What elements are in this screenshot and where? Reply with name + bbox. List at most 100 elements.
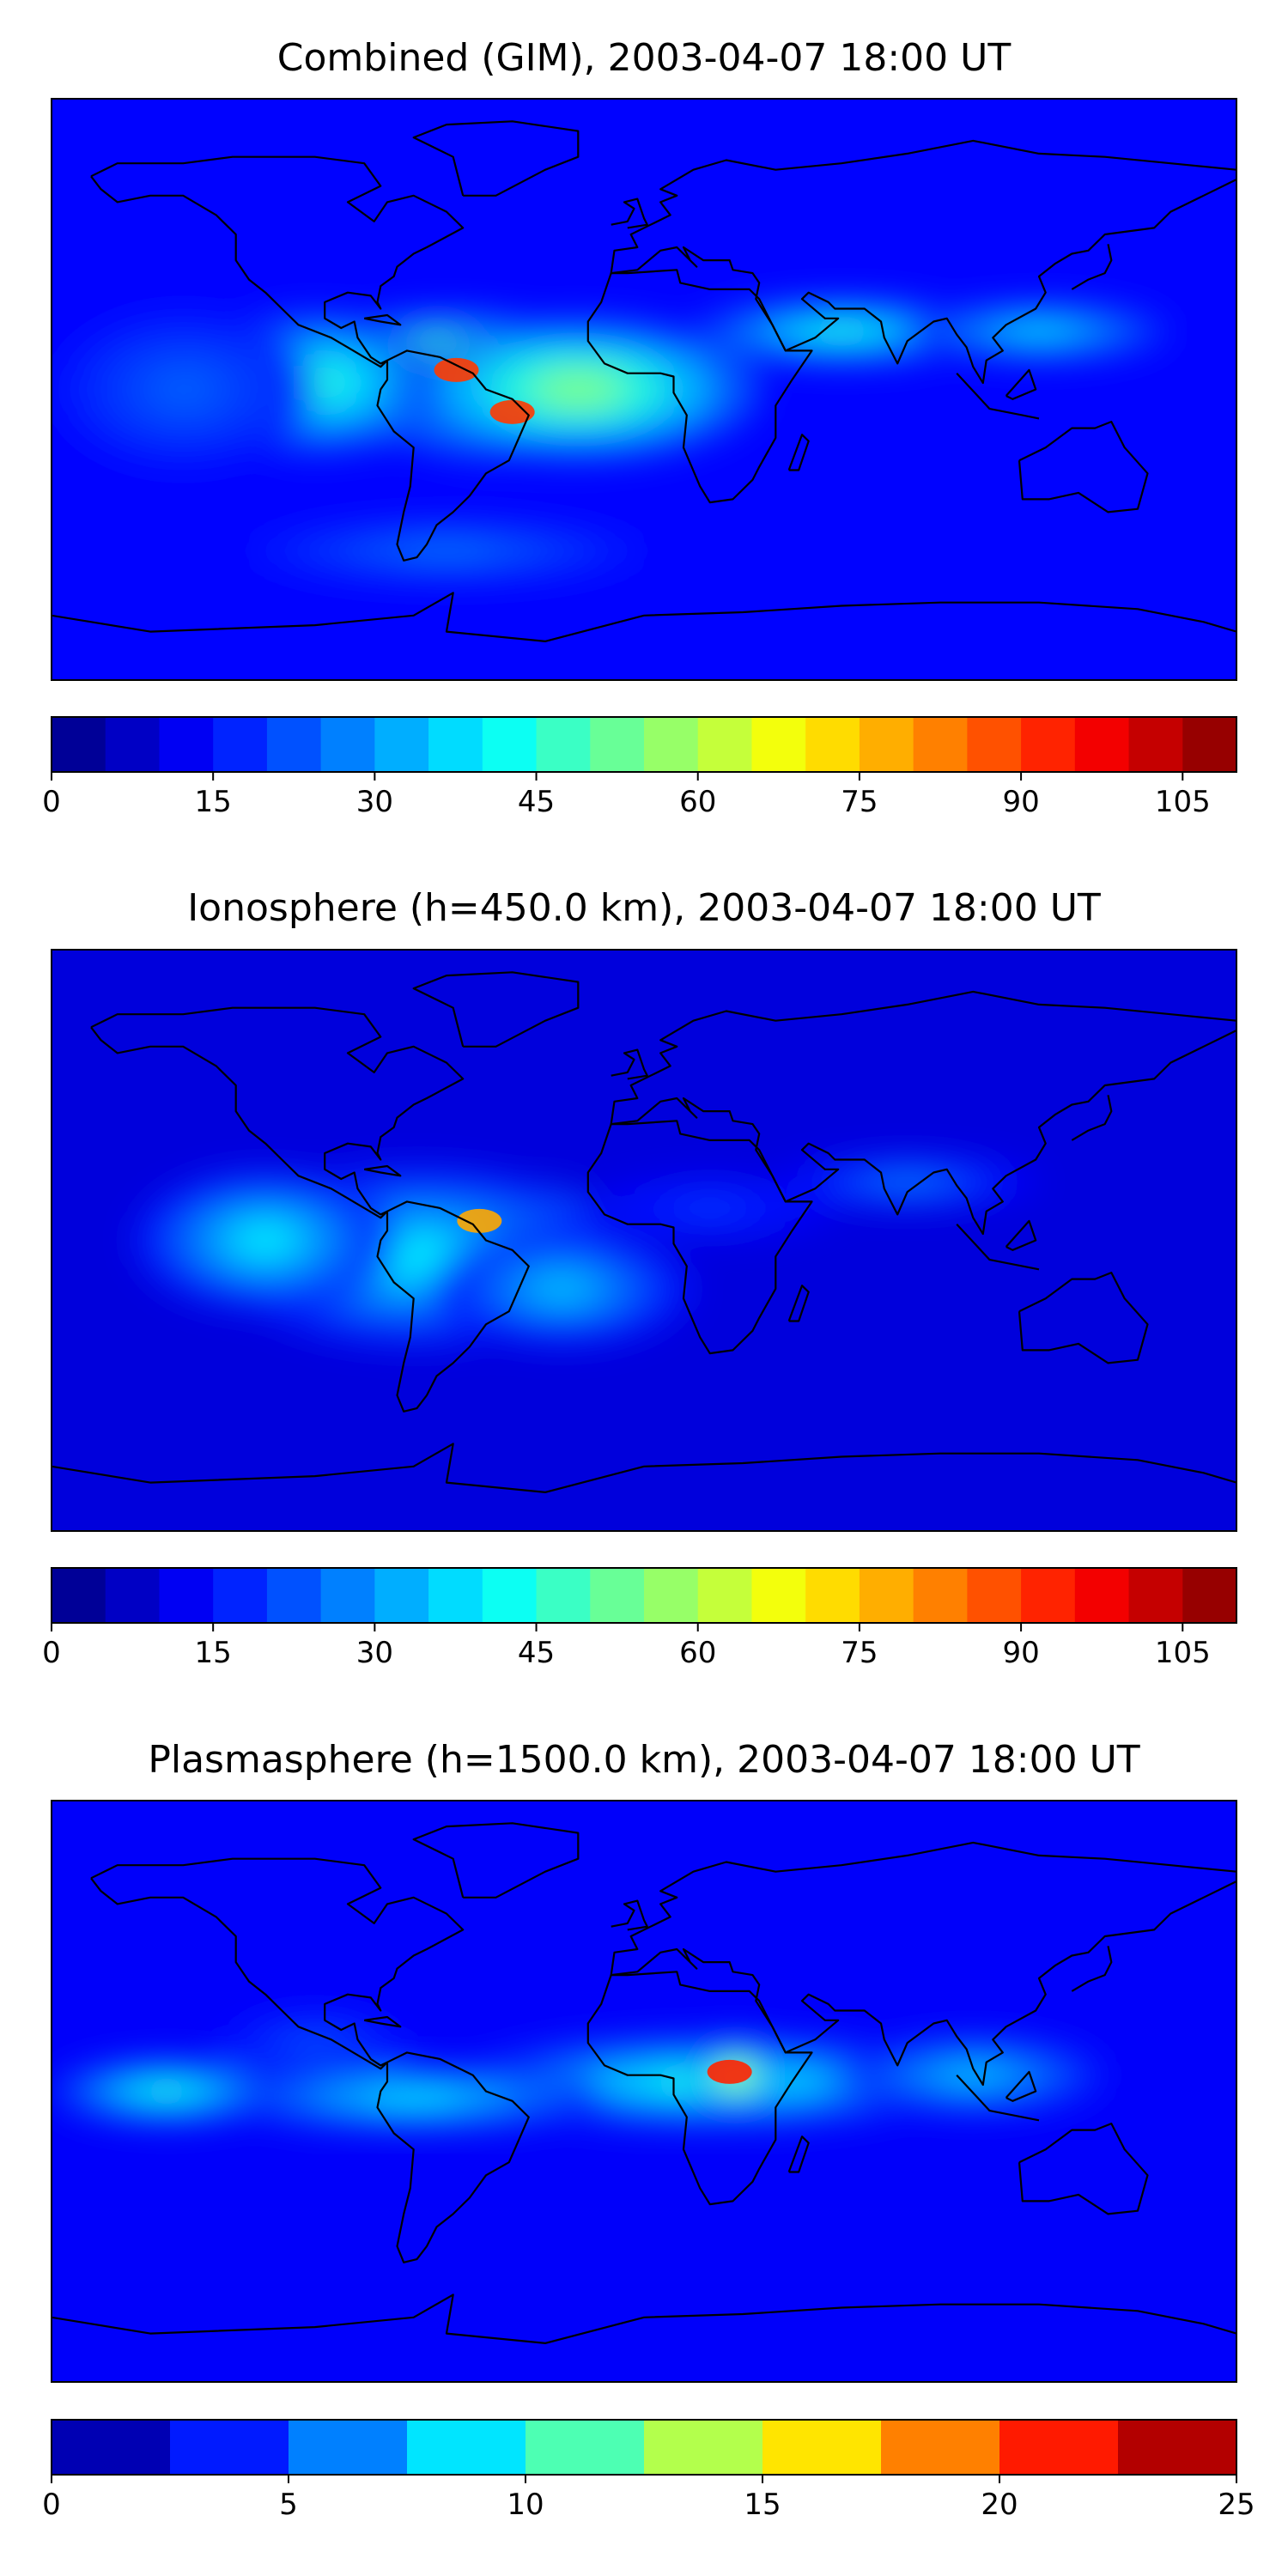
- colorbar-segment: [526, 2420, 645, 2475]
- colorbar-tick-label: 105: [1155, 1636, 1211, 1670]
- colorbar-tick-label: 10: [507, 2488, 544, 2522]
- field-blob: [289, 2034, 340, 2051]
- panel-plasmasphere: Plasmasphere (h=1500.0 km), 2003-04-07 1…: [42, 1738, 1255, 2522]
- colorbar-segment: [913, 717, 968, 772]
- colorbar-tick-label: 105: [1155, 785, 1211, 819]
- colorbar-segment: [751, 717, 806, 772]
- colorbar-segment: [289, 2420, 408, 2475]
- field-blob: [364, 2089, 464, 2106]
- coastline-path: [1005, 368, 1037, 400]
- coastline-path: [956, 372, 1040, 420]
- field-blob: [232, 1222, 299, 1259]
- colorbar-segment: [320, 1568, 375, 1623]
- colorbar-segment: [644, 2420, 763, 2475]
- coastline-path: [363, 1164, 402, 1177]
- colorbar-segment: [1021, 1568, 1076, 1623]
- panel-title: Combined (GIM), 2003-04-07 18:00 UT: [277, 36, 1012, 80]
- colorbar-segment: [105, 1568, 161, 1623]
- coastline-path: [1005, 1219, 1037, 1251]
- colorbar-segment: [536, 1568, 591, 1623]
- coastline-path: [376, 349, 530, 562]
- field-blob: [804, 323, 879, 340]
- colorbar-frame: [51, 716, 1237, 773]
- coastline-path: [52, 1443, 1236, 1493]
- coastline-path: [1071, 1095, 1113, 1141]
- colorbar-segment: [1021, 717, 1076, 772]
- coastline-path: [376, 1200, 530, 1413]
- field-blob: [677, 1200, 744, 1217]
- coastline-path: [1071, 244, 1113, 290]
- colorbar-segment: [536, 717, 591, 772]
- field-blob: [137, 2083, 196, 2099]
- colorbar-segment: [913, 1568, 968, 1623]
- coastline-path: [611, 1899, 648, 1931]
- colorbar: 0 15 30 45 60 75 90 105: [42, 1567, 1237, 1670]
- coastline-path: [956, 2074, 1040, 2122]
- colorbar-segment: [751, 1568, 806, 1623]
- coastline-path: [52, 2293, 1236, 2344]
- field-blob: [397, 543, 496, 559]
- colorbar-segment: [697, 1568, 753, 1623]
- colorbar-tick-label: 0: [42, 2488, 61, 2522]
- colorbar: 0 15 30 45 60 75 90 105: [42, 716, 1237, 819]
- colorbar-segment: [374, 717, 429, 772]
- field-blob: [1005, 324, 1072, 339]
- peak-marker: [489, 399, 535, 424]
- panel-combined: Combined (GIM), 2003-04-07 18:00 UT 0 15 3…: [42, 36, 1237, 819]
- coastline-path: [586, 1971, 813, 2206]
- colorbar-tick-label: 20: [981, 2488, 1018, 2522]
- field-blob: [150, 368, 216, 410]
- colorbar-tick-label: 15: [195, 785, 232, 819]
- coastline-path: [1018, 1272, 1149, 1364]
- colorbar-tick-label: 90: [1002, 1636, 1039, 1670]
- colorbar-segment: [805, 1568, 860, 1623]
- coastline-path: [610, 139, 1236, 385]
- coastline-path: [787, 2136, 810, 2173]
- map-area: [52, 950, 1236, 1531]
- colorbar-tick-label: 15: [744, 2488, 781, 2522]
- colorbar-segment: [590, 717, 645, 772]
- colorbar-segment: [52, 2420, 171, 2475]
- coastline-path: [90, 155, 465, 368]
- panel-title: Ionosphere (h=450.0 km), 2003-04-07 18:0…: [187, 886, 1101, 930]
- map-area: [52, 99, 1236, 680]
- colorbar-segment: [482, 1568, 538, 1623]
- map-frame: [51, 98, 1237, 681]
- coastline-path: [412, 971, 580, 1048]
- colorbar-segment: [805, 717, 860, 772]
- colorbar-tick-label: 60: [679, 785, 716, 819]
- colorbar-tick-label: 5: [279, 2488, 298, 2522]
- colorbar-segment: [320, 717, 375, 772]
- coastlines: [52, 120, 1236, 642]
- colorbar-segment: [859, 717, 914, 772]
- colorbar-tick-label: 30: [356, 1636, 393, 1670]
- field-blobs: [52, 2010, 1105, 2130]
- colorbar-tick-label: 90: [1002, 785, 1039, 819]
- colorbar-tick-label: 75: [841, 785, 878, 819]
- colorbar-frame: [51, 2419, 1237, 2476]
- coastline-path: [956, 1223, 1040, 1271]
- colorbar-frame: [51, 1567, 1237, 1624]
- colorbar-segment: [213, 717, 268, 772]
- colorbar-segment: [52, 717, 106, 772]
- coastline-path: [363, 313, 402, 326]
- colorbar-segment: [1074, 1568, 1130, 1623]
- colorbar-segment: [52, 1568, 106, 1623]
- field-blobs: [52, 299, 1171, 584]
- colorbar-tick-label: 25: [1218, 2488, 1255, 2522]
- coastline-path: [1018, 421, 1149, 513]
- colorbar-segment: [644, 1568, 699, 1623]
- colorbar: 0 5 10 15 20 25: [42, 2419, 1255, 2522]
- colorbar-segment: [1182, 1568, 1237, 1623]
- colorbar-segment: [1182, 717, 1237, 772]
- colorbar-segment: [762, 2420, 882, 2475]
- colorbar-tick-label: 0: [42, 785, 61, 819]
- colorbar-tick-label: 45: [518, 785, 555, 819]
- colorbar-segment: [967, 1568, 1022, 1623]
- colorbar-tick-label: 60: [679, 1636, 716, 1670]
- coastline-path: [52, 592, 1236, 642]
- colorbar-segment: [482, 717, 538, 772]
- panel-title: Plasmasphere (h=1500.0 km), 2003-04-07 1…: [148, 1738, 1139, 1782]
- colorbar-segment: [590, 1568, 645, 1623]
